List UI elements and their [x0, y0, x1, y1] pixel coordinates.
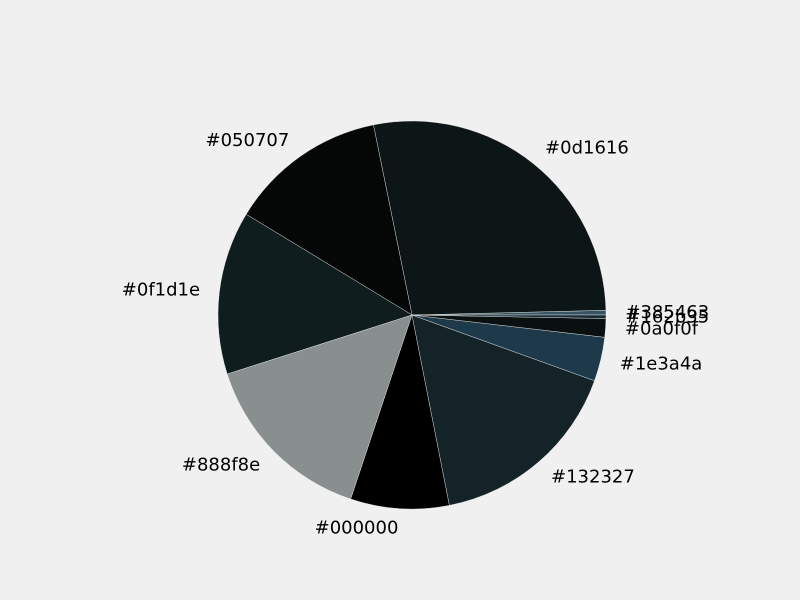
pie-slice-label: #132327 [551, 466, 635, 487]
pie-labels: #385463 #0d1616 #050707 #0f1d1e #888f8e #0000… [122, 130, 709, 539]
pie-slice [411, 314, 607, 319]
pie-slices [217, 120, 607, 510]
pie-slice [245, 124, 413, 316]
pie-slice-label: #0f1d1e [122, 279, 200, 300]
pie-slice-label: #000000 [315, 517, 399, 538]
pie-slice-label: #888f8e [182, 454, 260, 475]
pie-slice [411, 314, 595, 506]
pie-slice [217, 214, 413, 375]
pie-slice [226, 314, 413, 500]
pie-slice-label: #0a0f0f [625, 319, 699, 340]
pie-slice-label: #050707 [206, 130, 290, 151]
pie-slice-label: #162b35 [625, 306, 709, 327]
pie-slice [350, 314, 450, 510]
pie-slice-label: #385463 [625, 302, 709, 323]
pie-slice [373, 120, 607, 316]
pie-slice-label: #0d1616 [545, 138, 629, 159]
pie-slice-label: #1e3a4a [620, 353, 703, 374]
